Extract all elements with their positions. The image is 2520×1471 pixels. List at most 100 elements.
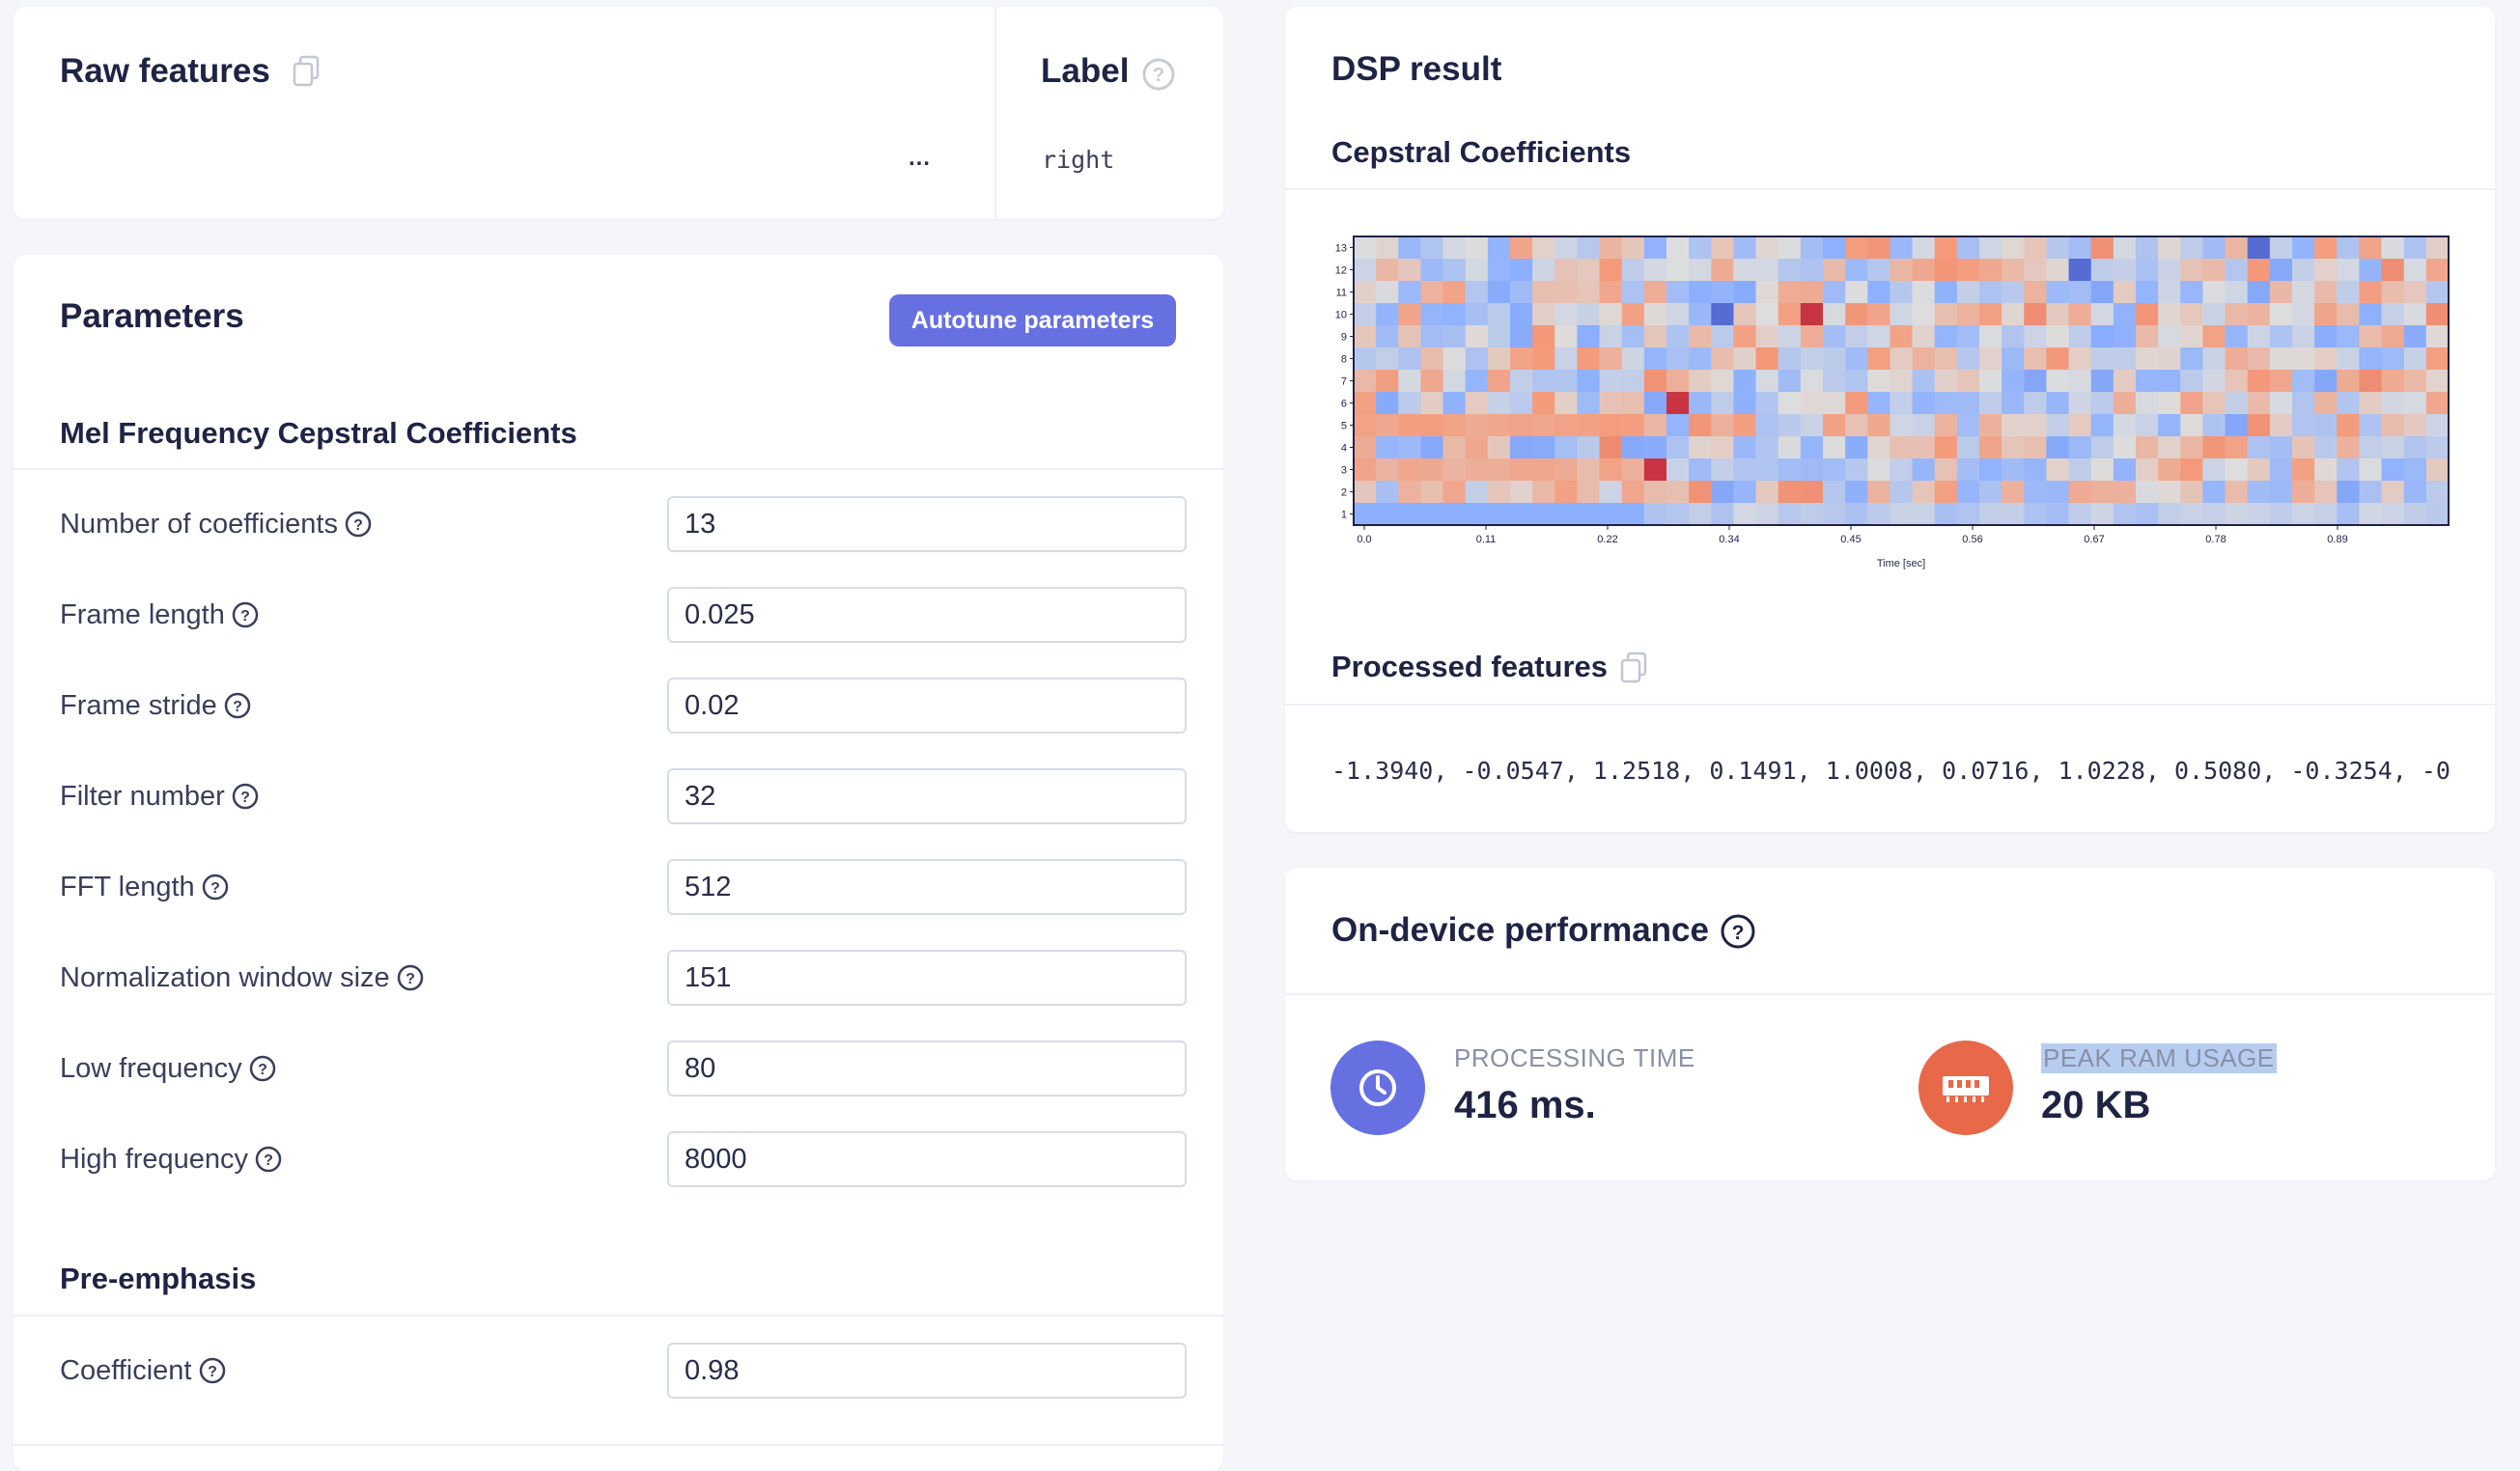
heatmap-cell — [2403, 347, 2427, 371]
heatmap-cell — [2024, 436, 2047, 459]
svg-text:?: ? — [240, 608, 250, 624]
frame-length-help-icon[interactable]: ? — [231, 600, 260, 629]
heatmap-cell — [1934, 303, 1958, 326]
heatmap-cell — [2068, 325, 2092, 348]
heatmap-cell — [1912, 503, 1936, 526]
heatmap-cell — [1823, 392, 1846, 415]
heatmap-cell — [2247, 281, 2271, 304]
heatmap-cell — [2269, 370, 2293, 393]
heatmap-cell — [1755, 236, 1779, 260]
heatmap-cell — [1956, 458, 1980, 482]
heatmap-cell — [1689, 281, 1712, 304]
frame-stride-input[interactable] — [667, 678, 1187, 734]
heatmap-cell — [2314, 370, 2338, 393]
heatmap-cell — [2269, 303, 2293, 326]
heatmap-cell — [2002, 325, 2025, 348]
heatmap-cell — [1554, 370, 1578, 393]
heatmap-cell — [1621, 436, 1645, 459]
heatmap-cell — [2269, 347, 2293, 371]
heatmap-cell — [2337, 481, 2360, 504]
normalization-window-size-help-icon[interactable]: ? — [396, 963, 425, 992]
copy-icon[interactable] — [292, 55, 320, 87]
heatmap-cell — [1554, 347, 1578, 371]
processed-copy-icon[interactable] — [1619, 652, 1647, 683]
high-frequency-help-icon[interactable]: ? — [254, 1145, 283, 1174]
heatmap-cell — [1934, 281, 1958, 304]
heatmap-cell — [1376, 414, 1399, 437]
heatmap-cell — [1711, 259, 1734, 282]
heatmap-cell — [1442, 347, 1467, 371]
heatmap-cell — [1510, 436, 1533, 459]
heatmap-cell — [2381, 236, 2405, 260]
heatmap-cell — [2314, 414, 2338, 437]
heatmap-cell — [1733, 392, 1757, 415]
coefficient-input[interactable] — [667, 1343, 1187, 1399]
heatmap-cell — [2090, 370, 2114, 393]
heatmap-cell — [1599, 392, 1623, 415]
heatmap-cell — [1733, 303, 1757, 326]
svg-text:?: ? — [233, 699, 242, 715]
filter-number-help-icon[interactable]: ? — [231, 782, 260, 811]
fft-length-input[interactable] — [667, 859, 1187, 915]
heatmap-cell — [1890, 414, 1914, 437]
low-frequency-input[interactable] — [667, 1041, 1187, 1096]
heatmap-cell — [2403, 503, 2427, 526]
y-tick-label: 10 — [1335, 310, 1347, 321]
heatmap-cell — [1823, 458, 1846, 482]
heatmap-cell — [2202, 370, 2226, 393]
heatmap-cell — [1420, 303, 1444, 326]
heatmap-cell — [1666, 347, 1690, 371]
frame-length-input[interactable] — [667, 587, 1187, 643]
low-frequency-label-text: Low frequency — [60, 1052, 242, 1084]
frame-stride-help-icon[interactable]: ? — [223, 691, 252, 720]
heatmap-cell — [1890, 325, 1914, 348]
heatmap-cell — [1398, 436, 1421, 459]
high-frequency-input[interactable] — [667, 1131, 1187, 1187]
heatmap-cell — [1643, 236, 1667, 260]
heatmap-cell — [2090, 236, 2114, 260]
heatmap-cell — [2247, 303, 2271, 326]
heatmap-cell — [2002, 481, 2025, 504]
heatmap-cell — [2425, 236, 2450, 260]
heatmap-cell — [1823, 303, 1846, 326]
heatmap-cell — [1554, 458, 1578, 482]
heatmap-cell — [1354, 503, 1377, 526]
heatmap-cell — [1934, 370, 1958, 393]
heatmap-cell — [1666, 325, 1690, 348]
heatmap-cell — [1755, 347, 1779, 371]
low-frequency-help-icon[interactable]: ? — [248, 1054, 277, 1083]
coefficient-help-icon[interactable]: ? — [198, 1356, 227, 1385]
heatmap-cell — [2359, 436, 2383, 459]
number-of-coefficients-input[interactable] — [667, 496, 1187, 552]
number-of-coefficients-help-icon[interactable]: ? — [344, 510, 373, 539]
heatmap-cell — [1666, 436, 1690, 459]
heatmap-cell — [2381, 414, 2405, 437]
autotune-button[interactable]: Autotune parameters — [889, 294, 1176, 347]
heatmap-cell — [2247, 503, 2271, 526]
performance-help-icon[interactable]: ? — [1719, 912, 1757, 951]
frame-length-label: Frame length? — [60, 585, 260, 645]
heatmap-cell — [1912, 436, 1936, 459]
heatmap-cell — [1800, 392, 1824, 415]
heatmap-cell — [2046, 436, 2070, 459]
heatmap-cell — [2202, 347, 2226, 371]
heatmap-cell — [1823, 347, 1846, 371]
number-of-coefficients-label-text: Number of coefficients — [60, 508, 338, 540]
heatmap-cell — [1510, 503, 1533, 526]
heatmap-cell — [2090, 503, 2114, 526]
heatmap-cell — [1577, 259, 1601, 282]
processing-time-label: PROCESSING TIME — [1454, 1043, 1695, 1072]
normalization-window-size-input[interactable] — [667, 950, 1187, 1006]
label-help-icon[interactable]: ? — [1141, 57, 1176, 92]
heatmap-cell — [2225, 347, 2249, 371]
fft-length-help-icon[interactable]: ? — [201, 873, 230, 902]
heatmap-cell — [1599, 303, 1623, 326]
svg-text:?: ? — [353, 517, 363, 534]
heatmap-cell — [2136, 392, 2159, 415]
heatmap-cell — [1510, 347, 1533, 371]
peak-ram-label: PEAK RAM USAGE — [2041, 1043, 2277, 1073]
filter-number-input[interactable] — [667, 768, 1187, 824]
heatmap-cell — [2158, 236, 2181, 260]
svg-text:?: ? — [1732, 922, 1745, 944]
heatmap-cell — [1934, 414, 1958, 437]
